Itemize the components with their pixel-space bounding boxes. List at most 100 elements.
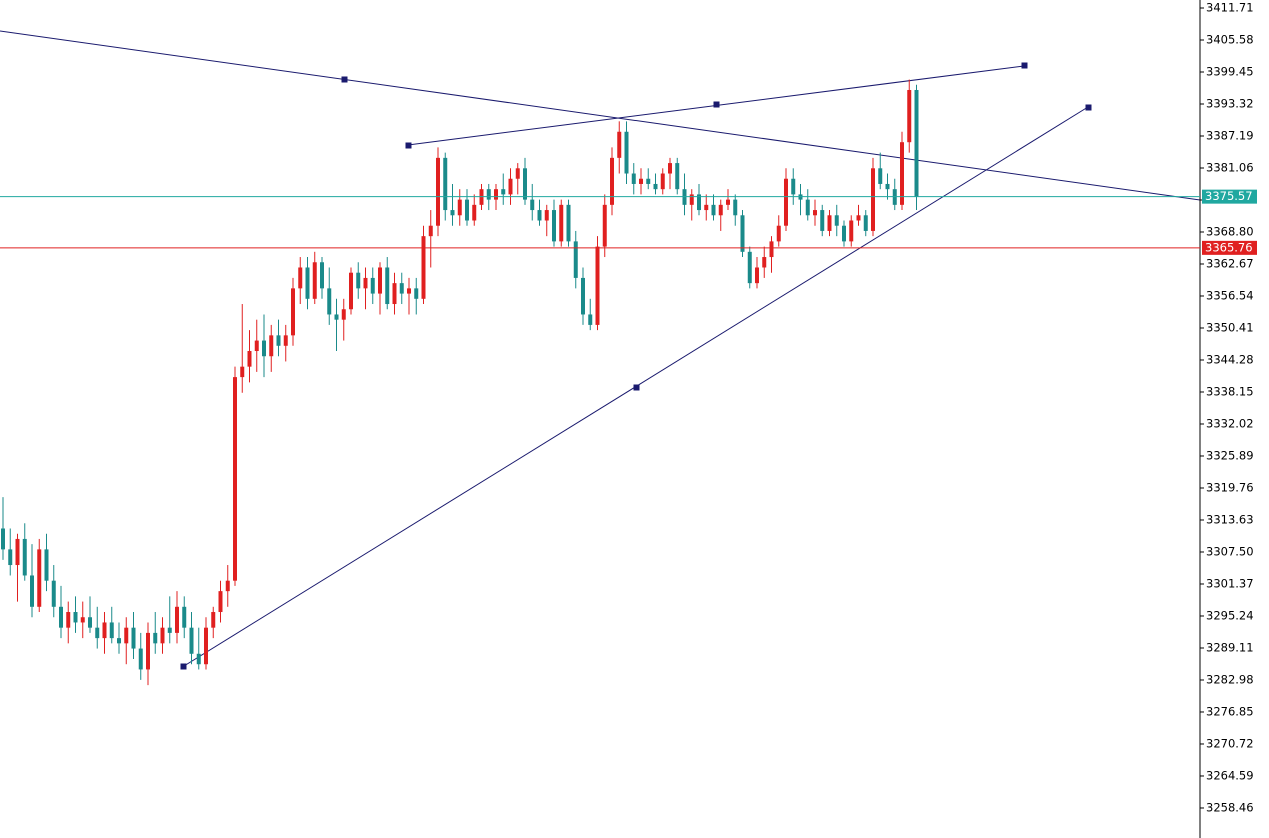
candle-body xyxy=(37,549,42,607)
candle-body xyxy=(276,335,281,346)
price-label: 3375.57 xyxy=(1205,189,1253,203)
candle-body xyxy=(805,199,810,216)
candle-body xyxy=(247,351,252,367)
candles xyxy=(1,79,919,686)
candle-body xyxy=(885,183,890,190)
candle-body xyxy=(233,377,237,581)
candle-body xyxy=(769,241,774,258)
candle-body xyxy=(472,204,477,221)
candle-body xyxy=(305,267,310,299)
candle-body xyxy=(494,189,498,200)
y-tick-label: 3399.45 xyxy=(1206,64,1254,78)
candle-body xyxy=(544,210,549,221)
candle-body xyxy=(653,183,658,190)
y-tick-label: 3338.15 xyxy=(1206,384,1254,398)
candle-body xyxy=(8,549,13,566)
candle-body xyxy=(102,622,107,639)
candle-body xyxy=(675,163,680,190)
candle-body xyxy=(51,580,56,607)
candle-body xyxy=(863,215,868,231)
candle-body xyxy=(80,617,85,623)
candle-body xyxy=(726,199,730,205)
y-tick-label: 3319.76 xyxy=(1206,480,1254,494)
candle-body xyxy=(718,204,723,216)
candle-body xyxy=(298,267,303,289)
candle-body xyxy=(813,210,817,216)
candle-body xyxy=(363,277,368,289)
candle-body xyxy=(595,246,600,325)
candle-body xyxy=(827,215,832,231)
candle-body xyxy=(457,199,462,216)
candle-body xyxy=(465,199,469,221)
candle-body xyxy=(407,288,411,294)
candle-body xyxy=(414,288,419,299)
candle-body xyxy=(842,225,846,242)
y-tick-label: 3362.67 xyxy=(1206,256,1254,270)
y-tick-label: 3325.89 xyxy=(1206,448,1254,462)
candle-body xyxy=(878,168,883,184)
candle-body xyxy=(204,627,208,665)
candle-body xyxy=(762,257,767,268)
y-tick-label: 3258.46 xyxy=(1206,800,1254,814)
y-tick-label: 3289.11 xyxy=(1206,640,1254,654)
candle-body xyxy=(312,262,317,299)
candle-body xyxy=(254,340,259,352)
candle-body xyxy=(552,210,556,242)
candle-body xyxy=(182,606,187,628)
trendline-handle xyxy=(341,76,348,83)
candle-body xyxy=(733,199,738,216)
trendline xyxy=(0,30,1201,201)
y-tick-label: 3393.32 xyxy=(1206,96,1254,110)
candle-body xyxy=(88,617,92,628)
candle-body xyxy=(566,204,571,242)
candle-body xyxy=(109,622,114,639)
candle-body xyxy=(704,204,709,211)
candle-body xyxy=(349,272,353,310)
candle-body xyxy=(784,178,788,226)
candle-body xyxy=(269,335,274,357)
y-tick-label: 3405.58 xyxy=(1206,32,1254,46)
candle-body xyxy=(218,591,223,613)
trendline-handle xyxy=(1085,104,1092,111)
y-tick-label: 3270.72 xyxy=(1206,736,1254,750)
candle-body xyxy=(167,627,172,633)
candle-body xyxy=(631,173,636,184)
candle-body xyxy=(834,215,839,226)
candle-body xyxy=(436,157,440,226)
y-tick-label: 3332.02 xyxy=(1206,416,1254,430)
candle-body xyxy=(73,612,78,623)
candle-body xyxy=(747,251,752,284)
candle-body xyxy=(573,241,578,278)
candle-body xyxy=(617,131,622,158)
candle-body xyxy=(486,189,491,200)
y-tick-label: 3307.50 xyxy=(1206,544,1254,558)
candle-body xyxy=(291,288,295,336)
candle-body xyxy=(530,199,535,211)
candle-body xyxy=(189,627,194,654)
candle-body xyxy=(30,575,34,607)
y-tick-label: 3301.37 xyxy=(1206,576,1254,590)
candle-body xyxy=(22,538,27,576)
candle-body xyxy=(428,225,433,237)
candle-body xyxy=(537,210,542,221)
candle-body xyxy=(668,163,672,174)
trendline-handle xyxy=(633,384,640,391)
candle-body xyxy=(820,210,825,231)
candle-body xyxy=(1,528,5,550)
y-tick-label: 3313.63 xyxy=(1206,512,1254,526)
candle-body xyxy=(59,606,63,628)
candle-body xyxy=(283,335,288,346)
candle-body xyxy=(385,267,390,305)
price-label-box xyxy=(1202,240,1257,255)
candle-body xyxy=(320,262,324,289)
y-tick-label: 3276.85 xyxy=(1206,704,1254,718)
candle-body xyxy=(501,189,506,195)
trendline-handle xyxy=(713,101,720,108)
price-label: 3365.76 xyxy=(1205,240,1253,254)
price-label-box xyxy=(1202,189,1257,204)
candle-body xyxy=(602,204,607,247)
candle-body xyxy=(914,89,919,197)
candle-body xyxy=(341,309,346,320)
candle-body xyxy=(755,267,759,284)
